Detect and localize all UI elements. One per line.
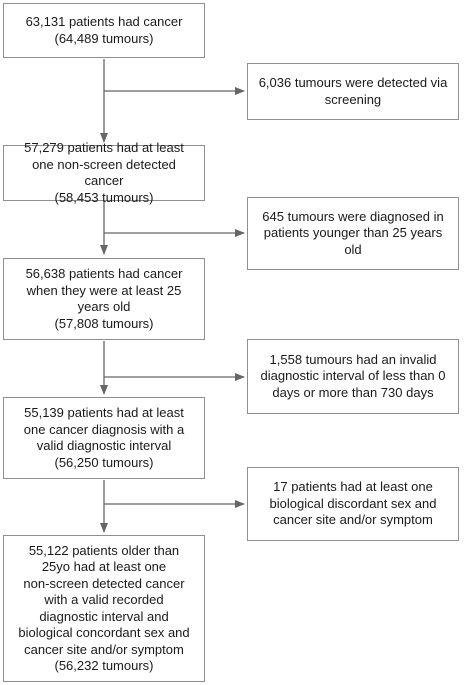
exclusion-box-4: 17 patients had at least one biological … xyxy=(247,467,459,541)
step-box-4: 55,139 patients had at least one cancer … xyxy=(3,397,205,479)
step-box-2: 57,279 patients had at least one non-scr… xyxy=(3,140,205,205)
step-text-4: 55,139 patients had at least one cancer … xyxy=(23,405,185,470)
step-box-3: 56,638 patients had cancer when they wer… xyxy=(3,258,205,340)
step-text-3: 56,638 patients had cancer when they wer… xyxy=(25,266,183,331)
step-text-5: 55,122 patients older than 25yo had at l… xyxy=(18,542,190,674)
step-text-2: 57,279 patients had at least one non-scr… xyxy=(24,140,184,205)
step-box-5: 55,122 patients older than 25yo had at l… xyxy=(3,535,205,682)
exclusion-box-1: 6,036 tumours were detected via screenin… xyxy=(247,63,459,120)
exclusion-text-4: 17 patients had at least one biological … xyxy=(269,479,437,528)
exclusion-box-3: 1,558 tumours had an invalid diagnostic … xyxy=(247,339,459,414)
step-text-1: 63,131 patients had cancer (64,489 tumou… xyxy=(25,14,183,46)
exclusion-text-2: 645 tumours were diagnosed in patients y… xyxy=(262,208,444,257)
exclusion-text-3: 1,558 tumours had an invalid diagnostic … xyxy=(260,351,446,400)
step-box-1: 63,131 patients had cancer (64,489 tumou… xyxy=(3,3,205,58)
exclusion-text-1: 6,036 tumours were detected via screenin… xyxy=(258,75,448,107)
exclusion-box-2: 645 tumours were diagnosed in patients y… xyxy=(247,197,459,270)
